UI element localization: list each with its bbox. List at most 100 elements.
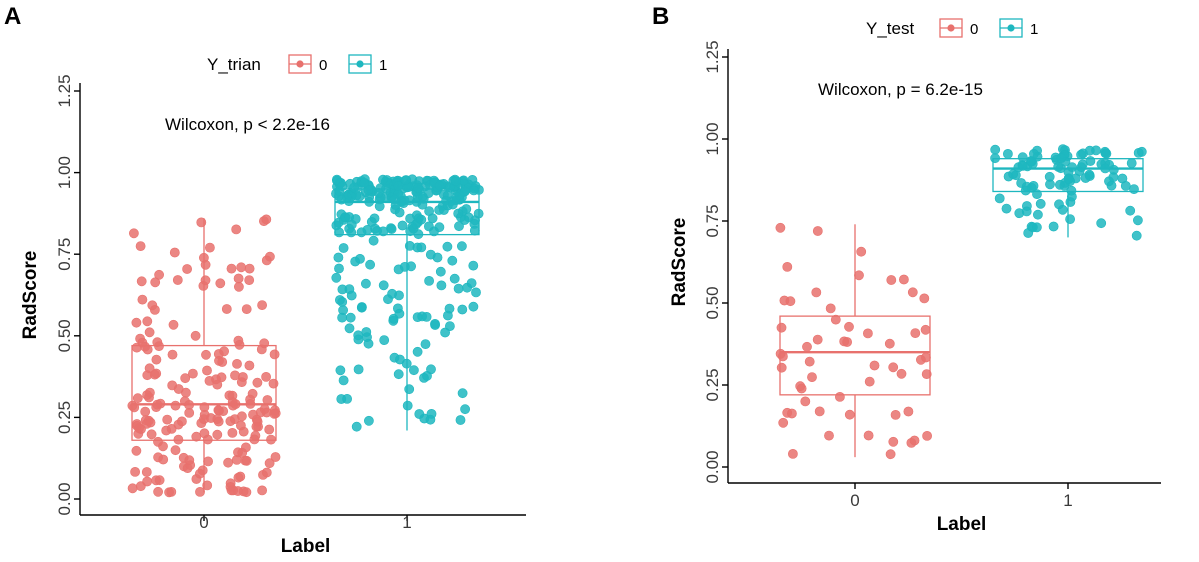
data-point: [1084, 145, 1095, 156]
data-point: [344, 284, 355, 294]
data-point: [1044, 171, 1055, 182]
data-point: [137, 294, 148, 305]
data-point: [775, 222, 786, 233]
y-tick-label: 0.25: [55, 401, 74, 434]
legend-key-point: [296, 60, 304, 68]
data-point: [338, 243, 349, 253]
data-point: [345, 312, 356, 323]
data-point: [230, 370, 240, 381]
legend: Y_test 0 1: [866, 18, 1038, 38]
data-point: [435, 266, 446, 277]
data-point: [199, 428, 210, 439]
data-point: [354, 191, 365, 202]
data-point: [227, 427, 238, 438]
data-point: [412, 346, 423, 357]
data-point: [217, 357, 228, 367]
data-point: [1054, 199, 1064, 210]
data-point: [423, 221, 434, 232]
data-point: [184, 455, 195, 466]
data-point: [264, 424, 275, 435]
data-point: [172, 275, 183, 285]
data-point: [338, 375, 349, 386]
data-point: [922, 430, 932, 441]
data-point: [241, 304, 252, 314]
data-point: [363, 415, 374, 426]
data-point: [351, 421, 362, 432]
data-point: [460, 404, 470, 415]
data-point: [910, 328, 921, 338]
data-point: [461, 204, 472, 214]
data-point: [434, 180, 445, 191]
data-point: [233, 472, 244, 483]
panel-label: B: [652, 3, 669, 30]
data-point: [262, 395, 273, 405]
data-point: [173, 384, 184, 394]
data-point: [1076, 149, 1086, 160]
data-point: [142, 316, 153, 327]
data-point: [990, 144, 1001, 155]
data-point: [1063, 174, 1074, 184]
data-point: [261, 467, 272, 478]
data-point: [392, 303, 403, 314]
data-point: [1065, 214, 1075, 224]
data-point: [169, 247, 180, 258]
data-point: [346, 227, 357, 238]
data-point: [158, 454, 169, 465]
data-point: [359, 178, 369, 188]
data-point: [337, 181, 348, 192]
data-point: [427, 213, 438, 224]
data-point: [353, 364, 364, 375]
data-point: [187, 368, 198, 379]
data-point: [454, 221, 464, 232]
jitter-points: [990, 144, 1147, 241]
jitter-points: [775, 222, 932, 460]
data-point: [250, 430, 261, 441]
data-point: [825, 303, 836, 314]
data-point: [807, 372, 817, 382]
data-point: [1017, 152, 1028, 163]
data-point: [1129, 184, 1139, 194]
data-point: [1131, 230, 1142, 241]
data-point: [199, 402, 210, 412]
data-point: [151, 402, 162, 412]
data-point: [241, 455, 252, 466]
data-point: [252, 377, 263, 388]
data-point: [456, 241, 467, 252]
data-point: [344, 323, 355, 334]
data-point: [131, 317, 142, 328]
data-point: [468, 185, 479, 196]
data-point: [173, 434, 184, 445]
data-point: [236, 377, 247, 387]
data-point: [471, 287, 481, 298]
data-point: [909, 435, 920, 446]
data-point: [127, 483, 138, 494]
data-point: [252, 416, 263, 427]
data-point: [1003, 148, 1013, 159]
data-point: [261, 407, 272, 418]
box-series-1: [990, 144, 1147, 241]
data-point: [241, 487, 252, 498]
data-point: [264, 458, 275, 469]
data-point: [811, 287, 822, 298]
data-point: [365, 259, 375, 270]
data-point: [397, 220, 408, 231]
data-point: [248, 409, 258, 420]
data-point: [990, 153, 1000, 164]
data-point: [170, 445, 181, 456]
data-point: [211, 374, 221, 385]
data-point: [457, 304, 468, 315]
data-point: [920, 324, 931, 335]
data-point: [212, 429, 223, 440]
data-point: [363, 338, 374, 349]
data-point: [244, 275, 255, 285]
data-point: [907, 287, 918, 298]
data-point: [144, 327, 155, 338]
jitter-points: [331, 174, 484, 432]
data-point: [378, 280, 389, 291]
data-point: [373, 188, 384, 198]
data-point: [921, 369, 932, 379]
data-point: [856, 246, 867, 257]
data-point: [225, 416, 236, 427]
y-tick-label: 0.50: [55, 319, 74, 352]
y-tick-label: 1.25: [703, 40, 722, 73]
